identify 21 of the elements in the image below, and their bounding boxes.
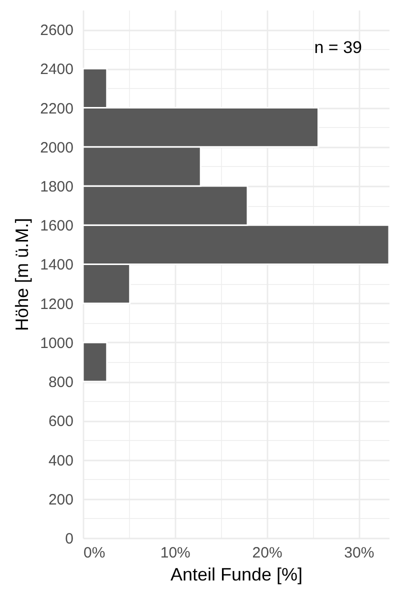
x-tick-label: 0% [84,544,106,562]
y-tick-label: 200 [48,491,74,508]
x-tick-label: 30% [344,544,374,562]
y-tick-label: 2200 [40,100,74,118]
y-axis-title: Höhe [m ü.M.] [12,218,32,332]
y-tick-label: 0 [65,530,74,548]
y-tick-label: 1200 [40,296,74,313]
y-tick-label: 600 [48,413,74,430]
y-tick-label: 1000 [40,334,74,352]
x-axis-title: Anteil Funde [%] [170,564,303,584]
y-tick-label: 2000 [40,139,74,156]
y-tick-label: 1400 [40,256,74,274]
annotation: n = 39 [314,38,362,57]
y-tick-label: 800 [48,374,74,392]
y-tick-label: 1800 [40,178,74,196]
x-tick-label: 10% [160,544,190,562]
y-tick-label: 1600 [40,218,74,235]
y-tick-label: 400 [48,452,74,470]
y-tick-label: 2600 [40,22,74,40]
y-tick-label: 2400 [40,61,74,78]
x-tick-label: 20% [252,544,282,562]
